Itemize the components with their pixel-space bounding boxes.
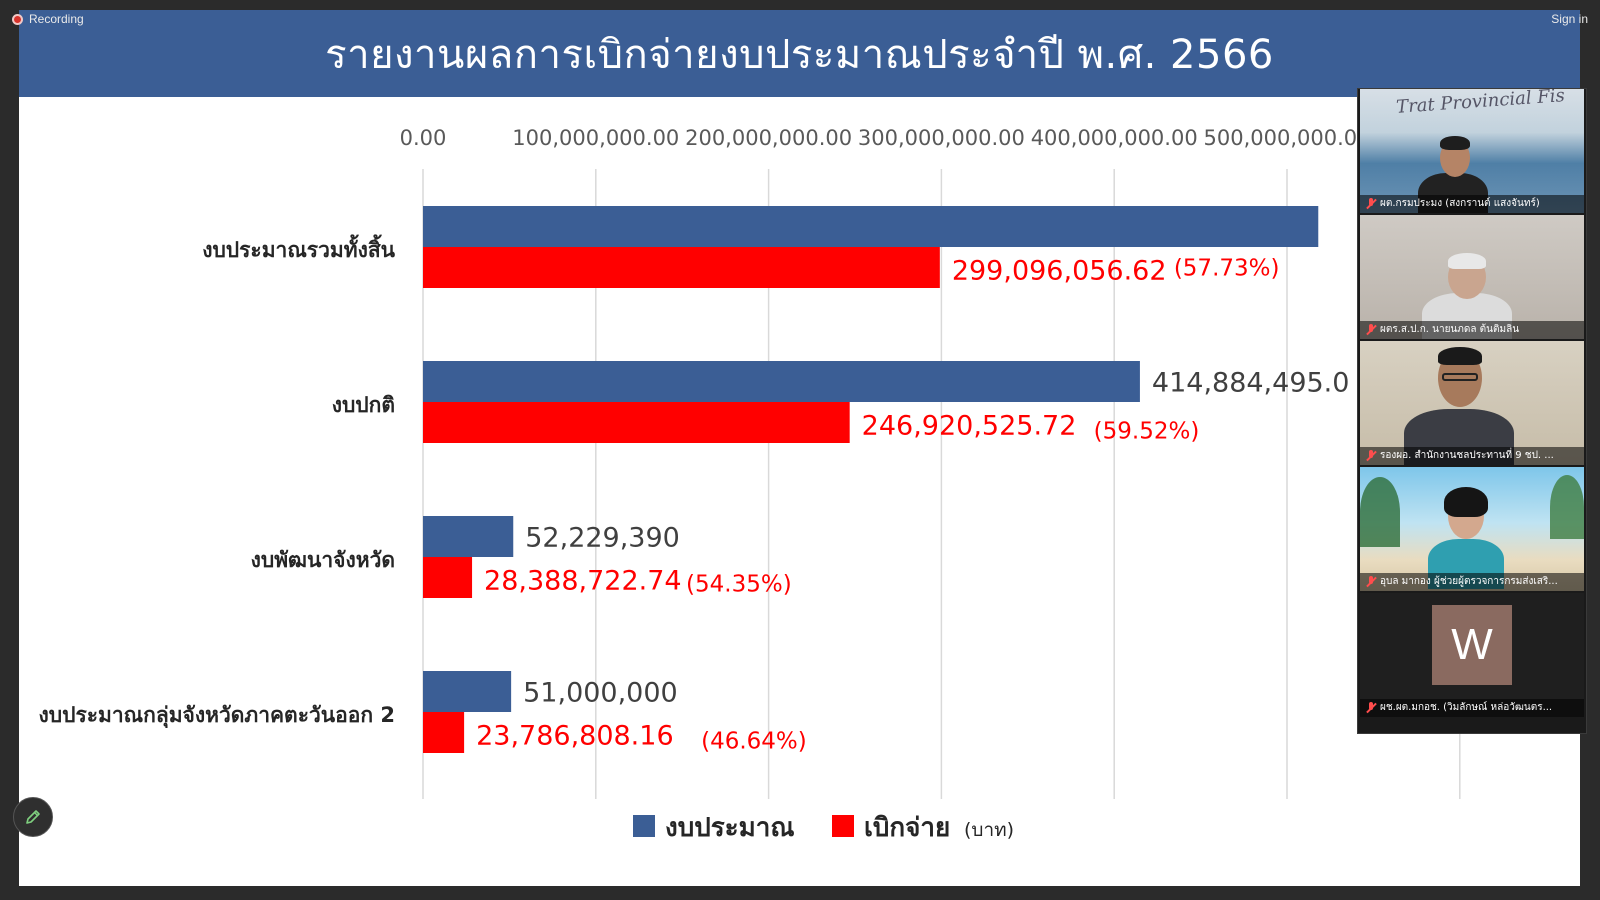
budget-value-label: 51,000,000	[523, 678, 678, 709]
category-label: งบพัฒนาจังหวัด	[251, 548, 395, 572]
legend-swatch-budget	[633, 815, 655, 837]
muted-mic-icon	[1366, 198, 1376, 210]
budget-bar	[423, 206, 1319, 247]
legend-swatch-disbursed	[832, 815, 854, 837]
percent-label: (54.35%)	[686, 572, 792, 598]
percent-label: (46.64%)	[701, 729, 807, 755]
category-label: งบประมาณรวมทั้งสิ้น	[202, 234, 395, 262]
disbursed-value-label: 28,388,722.74	[484, 566, 682, 597]
disbursed-bar	[423, 712, 465, 753]
legend-label-budget: งบประมาณ	[665, 813, 795, 843]
record-icon	[12, 13, 23, 25]
disbursed-value-label: 299,096,056.62	[952, 256, 1167, 287]
slide-title-bar: รายงานผลการเบิกจ่ายงบประมาณประจำปี พ.ศ. …	[19, 10, 1580, 97]
legend-unit-label: (บาท)	[964, 819, 1014, 841]
recording-indicator[interactable]: Recording	[12, 12, 84, 26]
participant-tile-2[interactable]: ผตร.ส.ป.ก. นายนภดล ต้นติมลิน	[1360, 215, 1584, 339]
budget-bar	[423, 361, 1140, 402]
category-label: งบปกติ	[332, 393, 395, 417]
disbursed-value-label: 23,786,808.16	[476, 721, 674, 752]
budget-bar	[423, 671, 512, 712]
legend-label-disbursed: เบิกจ่าย	[864, 813, 950, 843]
disbursed-bar	[423, 247, 940, 288]
participant-tile-5[interactable]: W ผช.ผต.มกอช. (วิมลักษณ์ หล่อวัฒนตร...	[1360, 593, 1584, 717]
participant-caption: อุบล มากอง ผู้ช่วยผู้ตรวจการกรมส่งเสริ..…	[1360, 573, 1584, 591]
x-tick-label: 300,000,000.00	[858, 126, 1025, 150]
participant-caption: ผตร.ส.ป.ก. นายนภดล ต้นติมลิน	[1360, 321, 1584, 339]
budget-value-label: 52,229,390	[525, 523, 680, 554]
slide-title: รายงานผลการเบิกจ่ายงบประมาณประจำปี พ.ศ. …	[325, 31, 1274, 78]
participant-tile-1[interactable]: Trat Provincial Fis ผต.กรมประมง (สงกรานต…	[1360, 89, 1584, 213]
participant-tile-3[interactable]: รองผอ. สำนักงานชลประทานที่ 9 ชป. ...	[1360, 341, 1584, 465]
x-tick-label: 0.00	[400, 126, 447, 150]
x-tick-label: 200,000,000.00	[685, 126, 852, 150]
participant-caption: ผช.ผต.มกอช. (วิมลักษณ์ หล่อวัฒนตร...	[1360, 699, 1584, 717]
percent-label: (59.52%)	[1094, 419, 1200, 445]
x-tick-label: 400,000,000.00	[1031, 126, 1198, 150]
budget-bar-chart: 0.00 100,000,000.00 200,000,000.00 300,000,…	[39, 126, 1461, 843]
x-tick-label: 100,000,000.00	[512, 126, 679, 150]
participant-caption: รองผอ. สำนักงานชลประทานที่ 9 ชป. ...	[1360, 447, 1584, 465]
window-top-bar	[0, 0, 1600, 10]
disbursed-bar	[423, 557, 473, 598]
percent-label: (57.73%)	[1174, 256, 1280, 282]
participant-caption: ผต.กรมประมง (สงกรานต์ แสงจันทร์)	[1360, 195, 1584, 213]
disbursed-bar	[423, 402, 850, 443]
muted-mic-icon	[1366, 450, 1376, 462]
muted-mic-icon	[1366, 324, 1376, 336]
pencil-icon	[26, 810, 40, 824]
x-tick-label: 500,000,000.00	[1204, 126, 1371, 150]
participant-gallery: Trat Provincial Fis ผต.กรมประมง (สงกรานต…	[1357, 88, 1587, 734]
category-label: งบประมาณกลุ่มจังหวัดภาคตะวันออก 2	[39, 703, 395, 729]
annotate-pencil-button[interactable]	[13, 797, 53, 837]
shared-screen-slide: รายงานผลการเบิกจ่ายงบประมาณประจำปี พ.ศ. …	[19, 10, 1580, 886]
sign-in-button[interactable]: Sign in	[1551, 12, 1588, 26]
disbursed-value-label: 246,920,525.72	[862, 411, 1077, 442]
participant-tile-4[interactable]: อุบล มากอง ผู้ช่วยผู้ตรวจการกรมส่งเสริ..…	[1360, 467, 1584, 591]
budget-bar	[423, 516, 514, 557]
muted-mic-icon	[1366, 702, 1376, 714]
budget-value-label: 414,884,495.0	[1152, 368, 1350, 399]
recording-label: Recording	[29, 12, 84, 26]
muted-mic-icon	[1366, 576, 1376, 588]
participant-avatar: W	[1432, 605, 1512, 685]
background-banner-text: Trat Provincial Fis	[1395, 89, 1566, 118]
